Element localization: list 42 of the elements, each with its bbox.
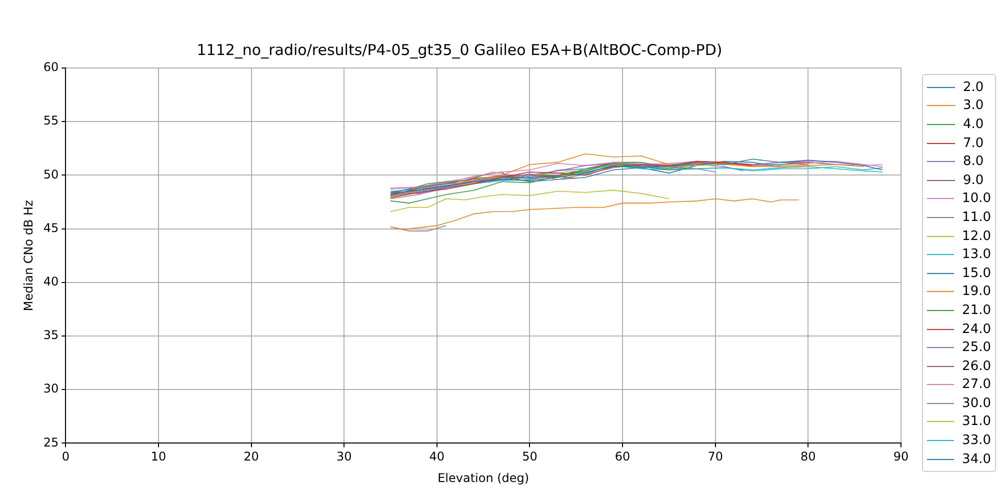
x-axis-title: Elevation (deg)	[438, 470, 530, 485]
y-tick-label: 60	[43, 60, 59, 74]
y-tick-label: 35	[43, 328, 59, 342]
legend-label: 31.0	[962, 414, 991, 430]
y-tick-label: 40	[43, 274, 59, 289]
legend-label: 33.0	[962, 433, 991, 448]
legend-label: 21.0	[962, 302, 991, 318]
y-axis-title: Median CNo dB Hz	[21, 200, 36, 312]
y-tick-label: 25	[43, 435, 59, 450]
legend-label: 24.0	[962, 322, 991, 337]
legend-label: 10.0	[962, 191, 991, 206]
legend-label: 12.0	[962, 228, 991, 244]
y-tick-label: 50	[43, 167, 59, 182]
legend-label: 9.0	[963, 172, 984, 188]
x-tick-label: 60	[614, 450, 630, 464]
legend-label: 19.0	[962, 284, 991, 300]
x-tick-label: 0	[62, 450, 70, 464]
x-tick-label: 40	[429, 450, 445, 464]
legend-label: 34.0	[962, 452, 991, 467]
legend-label: 25.0	[962, 340, 991, 356]
legend-label: 7.0	[963, 136, 984, 151]
legend-label: 15.0	[962, 266, 991, 281]
x-tick-label: 90	[893, 450, 909, 464]
legend-label: 26.0	[962, 358, 991, 374]
y-tick-label: 30	[43, 382, 59, 396]
legend-label: 27.0	[962, 377, 991, 392]
y-tick-label: 55	[43, 114, 59, 128]
legend-label: 8.0	[963, 154, 984, 170]
chart-title: 1112_no_radio/results/P4-05_gt35_0 Galileo E5A+B(AltBOC-Comp-PD)	[196, 40, 722, 59]
y-tick-label: 45	[43, 220, 59, 235]
x-tick-label: 70	[708, 450, 724, 464]
x-tick-label: 80	[800, 450, 816, 464]
legend-label: 3.0	[963, 98, 984, 114]
x-tick-label: 20	[244, 450, 259, 464]
x-tick-label: 50	[522, 450, 538, 464]
legend-label: 2.0	[963, 80, 984, 95]
legend-label: 30.0	[962, 396, 991, 411]
legend-label: 11.0	[962, 210, 991, 225]
x-tick-label: 30	[336, 450, 352, 464]
legend-label: 13.0	[962, 247, 991, 262]
legend-label: 4.0	[963, 116, 984, 132]
x-tick-label: 10	[150, 450, 166, 464]
